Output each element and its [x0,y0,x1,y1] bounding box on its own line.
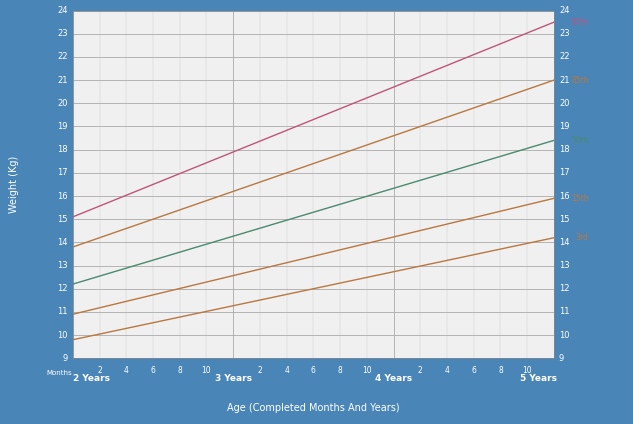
Text: 14: 14 [57,238,68,247]
Text: 85th: 85th [571,75,589,85]
Text: 11: 11 [57,307,68,316]
Text: Months: Months [46,370,72,376]
Text: 4 Years: 4 Years [375,374,412,383]
Text: 20: 20 [559,99,570,108]
Text: 22: 22 [57,53,68,61]
Text: 15: 15 [559,215,570,224]
Text: 4: 4 [124,366,128,375]
Text: 2: 2 [258,366,262,375]
Text: 10: 10 [559,331,570,340]
Text: 9: 9 [559,354,564,363]
Text: 18: 18 [57,145,68,154]
Text: 2: 2 [97,366,102,375]
Text: Weight (Kg): Weight (Kg) [9,156,19,213]
Text: 6: 6 [311,366,316,375]
Text: 10: 10 [362,366,372,375]
Text: 24: 24 [559,6,570,15]
Text: 8: 8 [337,366,342,375]
Text: 16: 16 [559,192,570,201]
Text: 18: 18 [559,145,570,154]
Text: 50th: 50th [571,136,589,145]
Text: 11: 11 [559,307,570,316]
Text: 13: 13 [57,261,68,270]
Text: 24: 24 [57,6,68,15]
Text: 19: 19 [559,122,570,131]
Text: 22: 22 [559,53,570,61]
Text: 6: 6 [151,366,156,375]
Text: 8: 8 [177,366,182,375]
Text: 8: 8 [498,366,503,375]
Text: 17: 17 [57,168,68,177]
Text: 13: 13 [559,261,570,270]
Text: 4: 4 [284,366,289,375]
Text: 20: 20 [57,99,68,108]
Text: 2: 2 [418,366,423,375]
Text: 5 Years: 5 Years [520,374,557,383]
Text: 12: 12 [559,284,570,293]
Text: 3 Years: 3 Years [215,374,252,383]
Text: 6: 6 [471,366,476,375]
Text: 10: 10 [202,366,211,375]
Text: 21: 21 [559,75,570,85]
Text: 15th: 15th [571,194,589,203]
Text: 16: 16 [57,192,68,201]
Text: 4: 4 [444,366,449,375]
Text: 12: 12 [57,284,68,293]
Text: 10: 10 [57,331,68,340]
Text: 10: 10 [522,366,532,375]
Text: 97th: 97th [571,18,589,27]
Text: 2 Years: 2 Years [73,374,110,383]
Text: 15: 15 [57,215,68,224]
Text: 3rd: 3rd [576,233,589,242]
Text: Age (Completed Months And Years): Age (Completed Months And Years) [227,403,399,413]
Text: 19: 19 [57,122,68,131]
Text: 17: 17 [559,168,570,177]
Text: 23: 23 [559,29,570,38]
Text: 21: 21 [57,75,68,85]
Text: 9: 9 [63,354,68,363]
Text: 23: 23 [57,29,68,38]
Text: 14: 14 [559,238,570,247]
